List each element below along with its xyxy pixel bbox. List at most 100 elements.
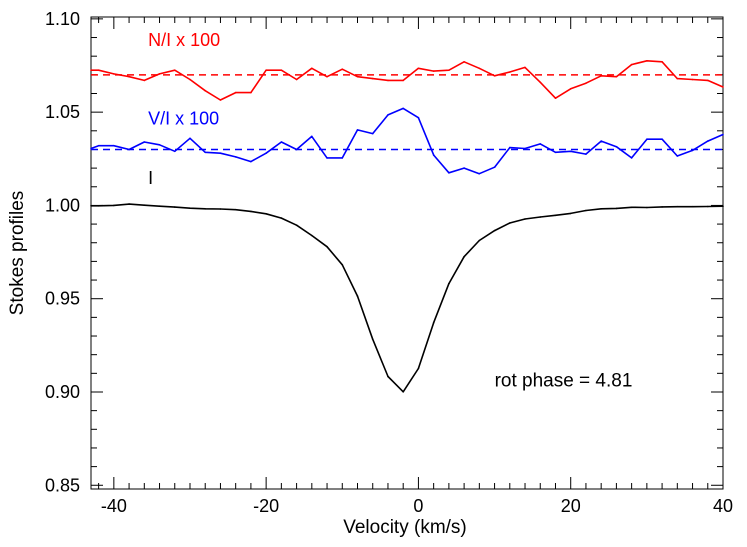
- series-labels: N/I x 100 V/I x 100 I: [148, 30, 220, 188]
- data-point: [90, 205, 92, 207]
- data-point: [554, 214, 557, 217]
- data-point: [204, 89, 206, 92]
- data-point: [174, 150, 176, 153]
- y-tick-label: 1.10: [45, 9, 80, 29]
- data-point: [539, 143, 542, 145]
- data-point: [691, 78, 694, 81]
- annotation-text: rot phase = 4.81: [495, 370, 633, 391]
- data-point: [97, 205, 100, 207]
- data-point: [417, 367, 420, 370]
- data-point: [524, 218, 526, 220]
- data-point: [646, 206, 648, 209]
- data-point: [280, 69, 283, 71]
- data-point: [402, 79, 405, 82]
- data-point: [311, 67, 313, 70]
- data-point: [311, 135, 313, 138]
- data-point: [615, 145, 618, 148]
- data-point: [295, 148, 298, 151]
- data-point: [250, 91, 252, 94]
- data-point: [722, 133, 724, 136]
- data-point: [219, 99, 222, 101]
- x-tick-label: 0: [413, 496, 423, 516]
- data-point: [448, 282, 450, 285]
- y-tick-label: 0.95: [45, 289, 80, 309]
- data-point: [539, 81, 542, 84]
- data-point: [128, 148, 130, 151]
- series-lines: [90, 59, 724, 393]
- y-tick-label: 0.90: [45, 382, 80, 402]
- data-point: [234, 91, 237, 94]
- data-point: [478, 172, 481, 175]
- data-point: [493, 75, 496, 77]
- tick-labels: -40 -20 0 20 40 0.85 0.90 0.95 1.00 1.05 1.10: [45, 9, 733, 516]
- data-point: [128, 75, 130, 78]
- data-point: [676, 77, 679, 80]
- data-point: [676, 155, 679, 157]
- data-point: [387, 375, 389, 378]
- data-point: [478, 239, 481, 242]
- data-point: [356, 75, 359, 78]
- data-point: [90, 69, 92, 71]
- data-point: [158, 144, 161, 146]
- data-point: [600, 140, 602, 142]
- data-point: [371, 338, 374, 341]
- data-point: [707, 140, 709, 142]
- data-point: [158, 73, 161, 75]
- data-point: [524, 147, 526, 150]
- data-point: [493, 229, 496, 232]
- x-axis-label: Velocity (km/s): [343, 517, 467, 538]
- data-point: [113, 144, 115, 147]
- y-tick-label: 1.05: [45, 102, 80, 122]
- data-point: [600, 208, 602, 210]
- data-point: [691, 205, 694, 208]
- data-point: [539, 216, 542, 218]
- data-point: [417, 116, 420, 119]
- data-point: [341, 68, 344, 70]
- data-point: [311, 234, 313, 237]
- data-point: [417, 67, 420, 70]
- data-point: [585, 153, 587, 155]
- data-point: [265, 69, 267, 71]
- data-point: [493, 166, 496, 168]
- data-point: [128, 203, 130, 205]
- data-point: [432, 70, 435, 72]
- data-point: [448, 172, 450, 174]
- data-point: [615, 75, 618, 78]
- data-point: [341, 264, 344, 266]
- y-axis-label: Stokes profiles: [7, 191, 28, 316]
- series-label: N/I x 100: [148, 30, 220, 50]
- data-point: [630, 157, 633, 159]
- data-point: [463, 255, 465, 258]
- data-point: [219, 152, 222, 154]
- data-point: [371, 77, 374, 80]
- data-point: [265, 152, 267, 154]
- data-point: [402, 391, 405, 393]
- data-point: [189, 78, 191, 81]
- data-point: [448, 69, 450, 71]
- data-point: [615, 207, 618, 210]
- data-point: [326, 75, 328, 78]
- series-label: I: [148, 168, 153, 188]
- data-point: [646, 138, 648, 140]
- data-point: [585, 209, 587, 212]
- data-point: [585, 82, 587, 84]
- data-point: [676, 205, 679, 208]
- series-line: [91, 203, 724, 393]
- data-point: [97, 144, 100, 147]
- data-point: [189, 137, 191, 140]
- data-point: [250, 210, 252, 213]
- data-point: [326, 157, 328, 159]
- series-line: [91, 59, 724, 101]
- axis-ticks: [91, 17, 724, 489]
- data-point: [295, 224, 298, 226]
- data-point: [722, 205, 724, 207]
- data-point: [432, 321, 435, 324]
- plot-frame: [90, 16, 724, 490]
- data-point: [90, 147, 92, 150]
- data-point: [158, 205, 161, 207]
- data-point: [113, 73, 115, 75]
- data-point: [524, 66, 526, 69]
- reference-lines: [91, 74, 723, 151]
- x-tick-label: -40: [101, 496, 127, 516]
